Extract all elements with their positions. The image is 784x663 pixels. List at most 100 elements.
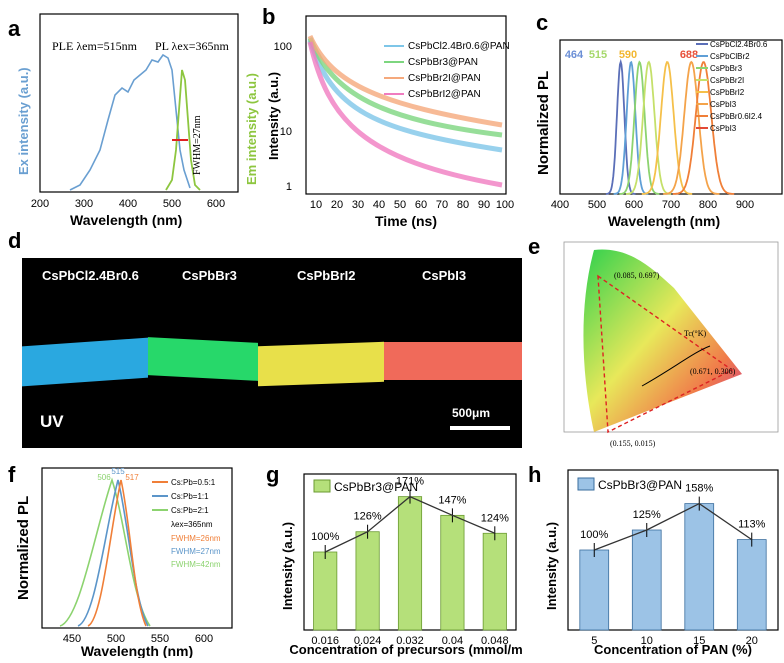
bars: 100% 0.016 126% 0.024 171% 0.032 147% 0.04 124% 0… bbox=[311, 476, 509, 647]
x-ticks: 450 500 550 600 bbox=[63, 633, 213, 645]
legend-entry: CsPbI3 bbox=[710, 100, 737, 109]
panel-letter: b bbox=[262, 4, 275, 29]
x-tick-label: 0.016 bbox=[311, 635, 339, 647]
tc-label: Tc(°K) bbox=[684, 329, 707, 338]
x-tick-label: 80 bbox=[457, 199, 469, 211]
panel-e: e (0.085, 0.697) (0.671, 0.306) (0.155, … bbox=[524, 228, 784, 450]
x-tick-label: 0.048 bbox=[481, 635, 509, 647]
x-tick-label: 600 bbox=[195, 633, 213, 645]
x-axis-label: Concentration of PAN (%) bbox=[594, 642, 752, 657]
x-tick-label: 400 bbox=[551, 199, 569, 211]
panel-letter: d bbox=[8, 228, 22, 253]
x-tick-label: 500 bbox=[107, 633, 125, 645]
legend-entry: CsPbBr3@PAN bbox=[408, 57, 478, 68]
peak-label: 517 bbox=[125, 473, 139, 482]
pl-peak-curve bbox=[672, 61, 735, 195]
legend-entry: CsPbCl2.4Br0.6@PAN bbox=[408, 41, 510, 52]
fiber-segment-4 bbox=[384, 342, 522, 380]
x-tick-label: 5 bbox=[591, 635, 597, 647]
planckian-locus bbox=[641, 345, 711, 387]
pl-curve-3 bbox=[59, 477, 151, 627]
x-tick-label: 20 bbox=[331, 199, 343, 211]
x-tick-label: 600 bbox=[207, 198, 225, 210]
bar bbox=[313, 551, 338, 631]
fiber-segment-3 bbox=[258, 341, 384, 387]
data-label: 171% bbox=[396, 476, 424, 488]
x-tick-label: 700 bbox=[662, 199, 680, 211]
panel-letter: a bbox=[8, 16, 21, 41]
panel-f: f 506 515 517 Cs:Pb=0.5:1 Cs:Pb=1:1 Cs:P… bbox=[0, 450, 240, 659]
legend-swatch bbox=[313, 479, 331, 493]
legend-entry: Cs:Pb=0.5:1 bbox=[171, 478, 216, 487]
data-label: 100% bbox=[311, 531, 339, 543]
pl-curve-2 bbox=[77, 479, 149, 627]
x-tick-label: 300 bbox=[75, 198, 93, 210]
data-label: 125% bbox=[633, 509, 661, 521]
x-tick-label: 600 bbox=[625, 199, 643, 211]
peak-label: 515 bbox=[111, 467, 125, 476]
decay-curve-3 bbox=[307, 34, 503, 128]
legend-entry: CsPbBrI2 bbox=[710, 88, 745, 97]
x-tick-label: 450 bbox=[63, 633, 81, 645]
peak-label: 590 bbox=[619, 49, 637, 61]
x-tick-label: 800 bbox=[699, 199, 717, 211]
panel-a: a PLE λem=515nm PL λex=365nm FWHM=27nm E… bbox=[0, 0, 262, 228]
legend-entry: CsPbBr3@PAN bbox=[334, 480, 418, 494]
panel-letter: e bbox=[528, 234, 540, 259]
legend-entry: CsPbBr3@PAN bbox=[598, 478, 682, 492]
x-tick-label: 10 bbox=[641, 635, 653, 647]
panel-d: d CsPbCl2.4Br0.6 CsPbBr3 CsPbBrI2 CsPbI3… bbox=[0, 228, 524, 450]
x-tick-label: 60 bbox=[415, 199, 427, 211]
x-axis-label: Time (ns) bbox=[375, 213, 437, 229]
data-label: 126% bbox=[354, 511, 382, 523]
ple-label: PLE λem=515nm bbox=[52, 39, 138, 53]
legend-entry: CsPbBr3 bbox=[710, 64, 743, 73]
trend-line bbox=[594, 502, 753, 551]
pl-peak-curve bbox=[613, 60, 649, 195]
bar bbox=[355, 531, 380, 631]
data-label: 158% bbox=[685, 483, 713, 495]
lambda-label: λex=365nm bbox=[171, 520, 213, 529]
panel-letter: c bbox=[536, 10, 548, 35]
x-tick-label: 0.024 bbox=[354, 635, 382, 647]
uv-label: UV bbox=[40, 412, 64, 431]
x-tick-label: 550 bbox=[151, 633, 169, 645]
legend: CsPbCl2.4Br0.6@PAN CsPbBr3@PAN CsPbBr2I@… bbox=[384, 41, 510, 100]
scale-bar-label: 500μm bbox=[452, 406, 491, 420]
fwhm-label: FWHM=27nm bbox=[192, 115, 203, 175]
y-axis-label-right: Em intensity (a.u.) bbox=[244, 73, 259, 185]
fiber-label-3: CsPbBrI2 bbox=[297, 268, 356, 283]
y-axis-label-left: Ex intensity (a.u.) bbox=[16, 67, 31, 175]
legend: CsPbCl2.4Br0.6 CsPbClBr2 CsPbBr3 CsPbBr2… bbox=[696, 40, 768, 133]
gamut-triangle bbox=[597, 274, 734, 434]
legend-entry: CsPbI3 bbox=[710, 124, 737, 133]
panel-h-chart: h CsPbBr3@PAN Intensity (a.u.) 100% 5 125%… bbox=[528, 462, 779, 657]
decay-curve-1 bbox=[307, 39, 503, 153]
plot-frame bbox=[305, 15, 507, 195]
plot-frame bbox=[563, 241, 779, 433]
fiber-label-1: CsPbCl2.4Br0.6 bbox=[42, 268, 139, 283]
x-tick-label: 10 bbox=[310, 199, 322, 211]
pl-curve-1 bbox=[87, 479, 147, 627]
fiber-label-2: CsPbBr3 bbox=[182, 268, 237, 283]
x-ticks: 200 300 400 500 600 bbox=[31, 198, 225, 210]
fwhm-label: FWHM=27nm bbox=[171, 547, 221, 556]
x-axis-label: Concentration of precursors (mmol/ml) bbox=[289, 642, 522, 657]
panel-g: g CsPbBr3@PAN Intensity (a.u.) 100% 0.016… bbox=[240, 450, 531, 658]
x-ticks: 400 500 600 700 800 900 bbox=[551, 199, 754, 211]
x-tick-label: 400 bbox=[119, 198, 137, 210]
panel-letter: g bbox=[266, 462, 279, 487]
ple-curve bbox=[69, 53, 191, 191]
x-axis-label: Wavelength (nm) bbox=[81, 643, 193, 658]
plot-frame bbox=[39, 13, 239, 193]
panel-e-chart: e (0.085, 0.697) (0.671, 0.306) (0.155, … bbox=[528, 234, 779, 448]
peak-label: 464 bbox=[565, 49, 584, 61]
x-tick-label: 20 bbox=[746, 635, 758, 647]
fwhm-label: FWHM=26nm bbox=[171, 534, 221, 543]
fiber-segment-2 bbox=[148, 337, 258, 381]
fiber-segment-1 bbox=[22, 337, 148, 387]
panel-g-chart: g CsPbBr3@PAN Intensity (a.u.) 100% 0.016… bbox=[266, 462, 531, 657]
y-axis-label: Normalized PL bbox=[535, 71, 552, 175]
legend: Cs:Pb=0.5:1 Cs:Pb=1:1 Cs:Pb=2:1 λex=365n… bbox=[152, 478, 221, 569]
panel-b: b CsPbCl2.4Br0.6@PAN CsPbBr3@PAN CsPbBr2… bbox=[262, 0, 524, 230]
